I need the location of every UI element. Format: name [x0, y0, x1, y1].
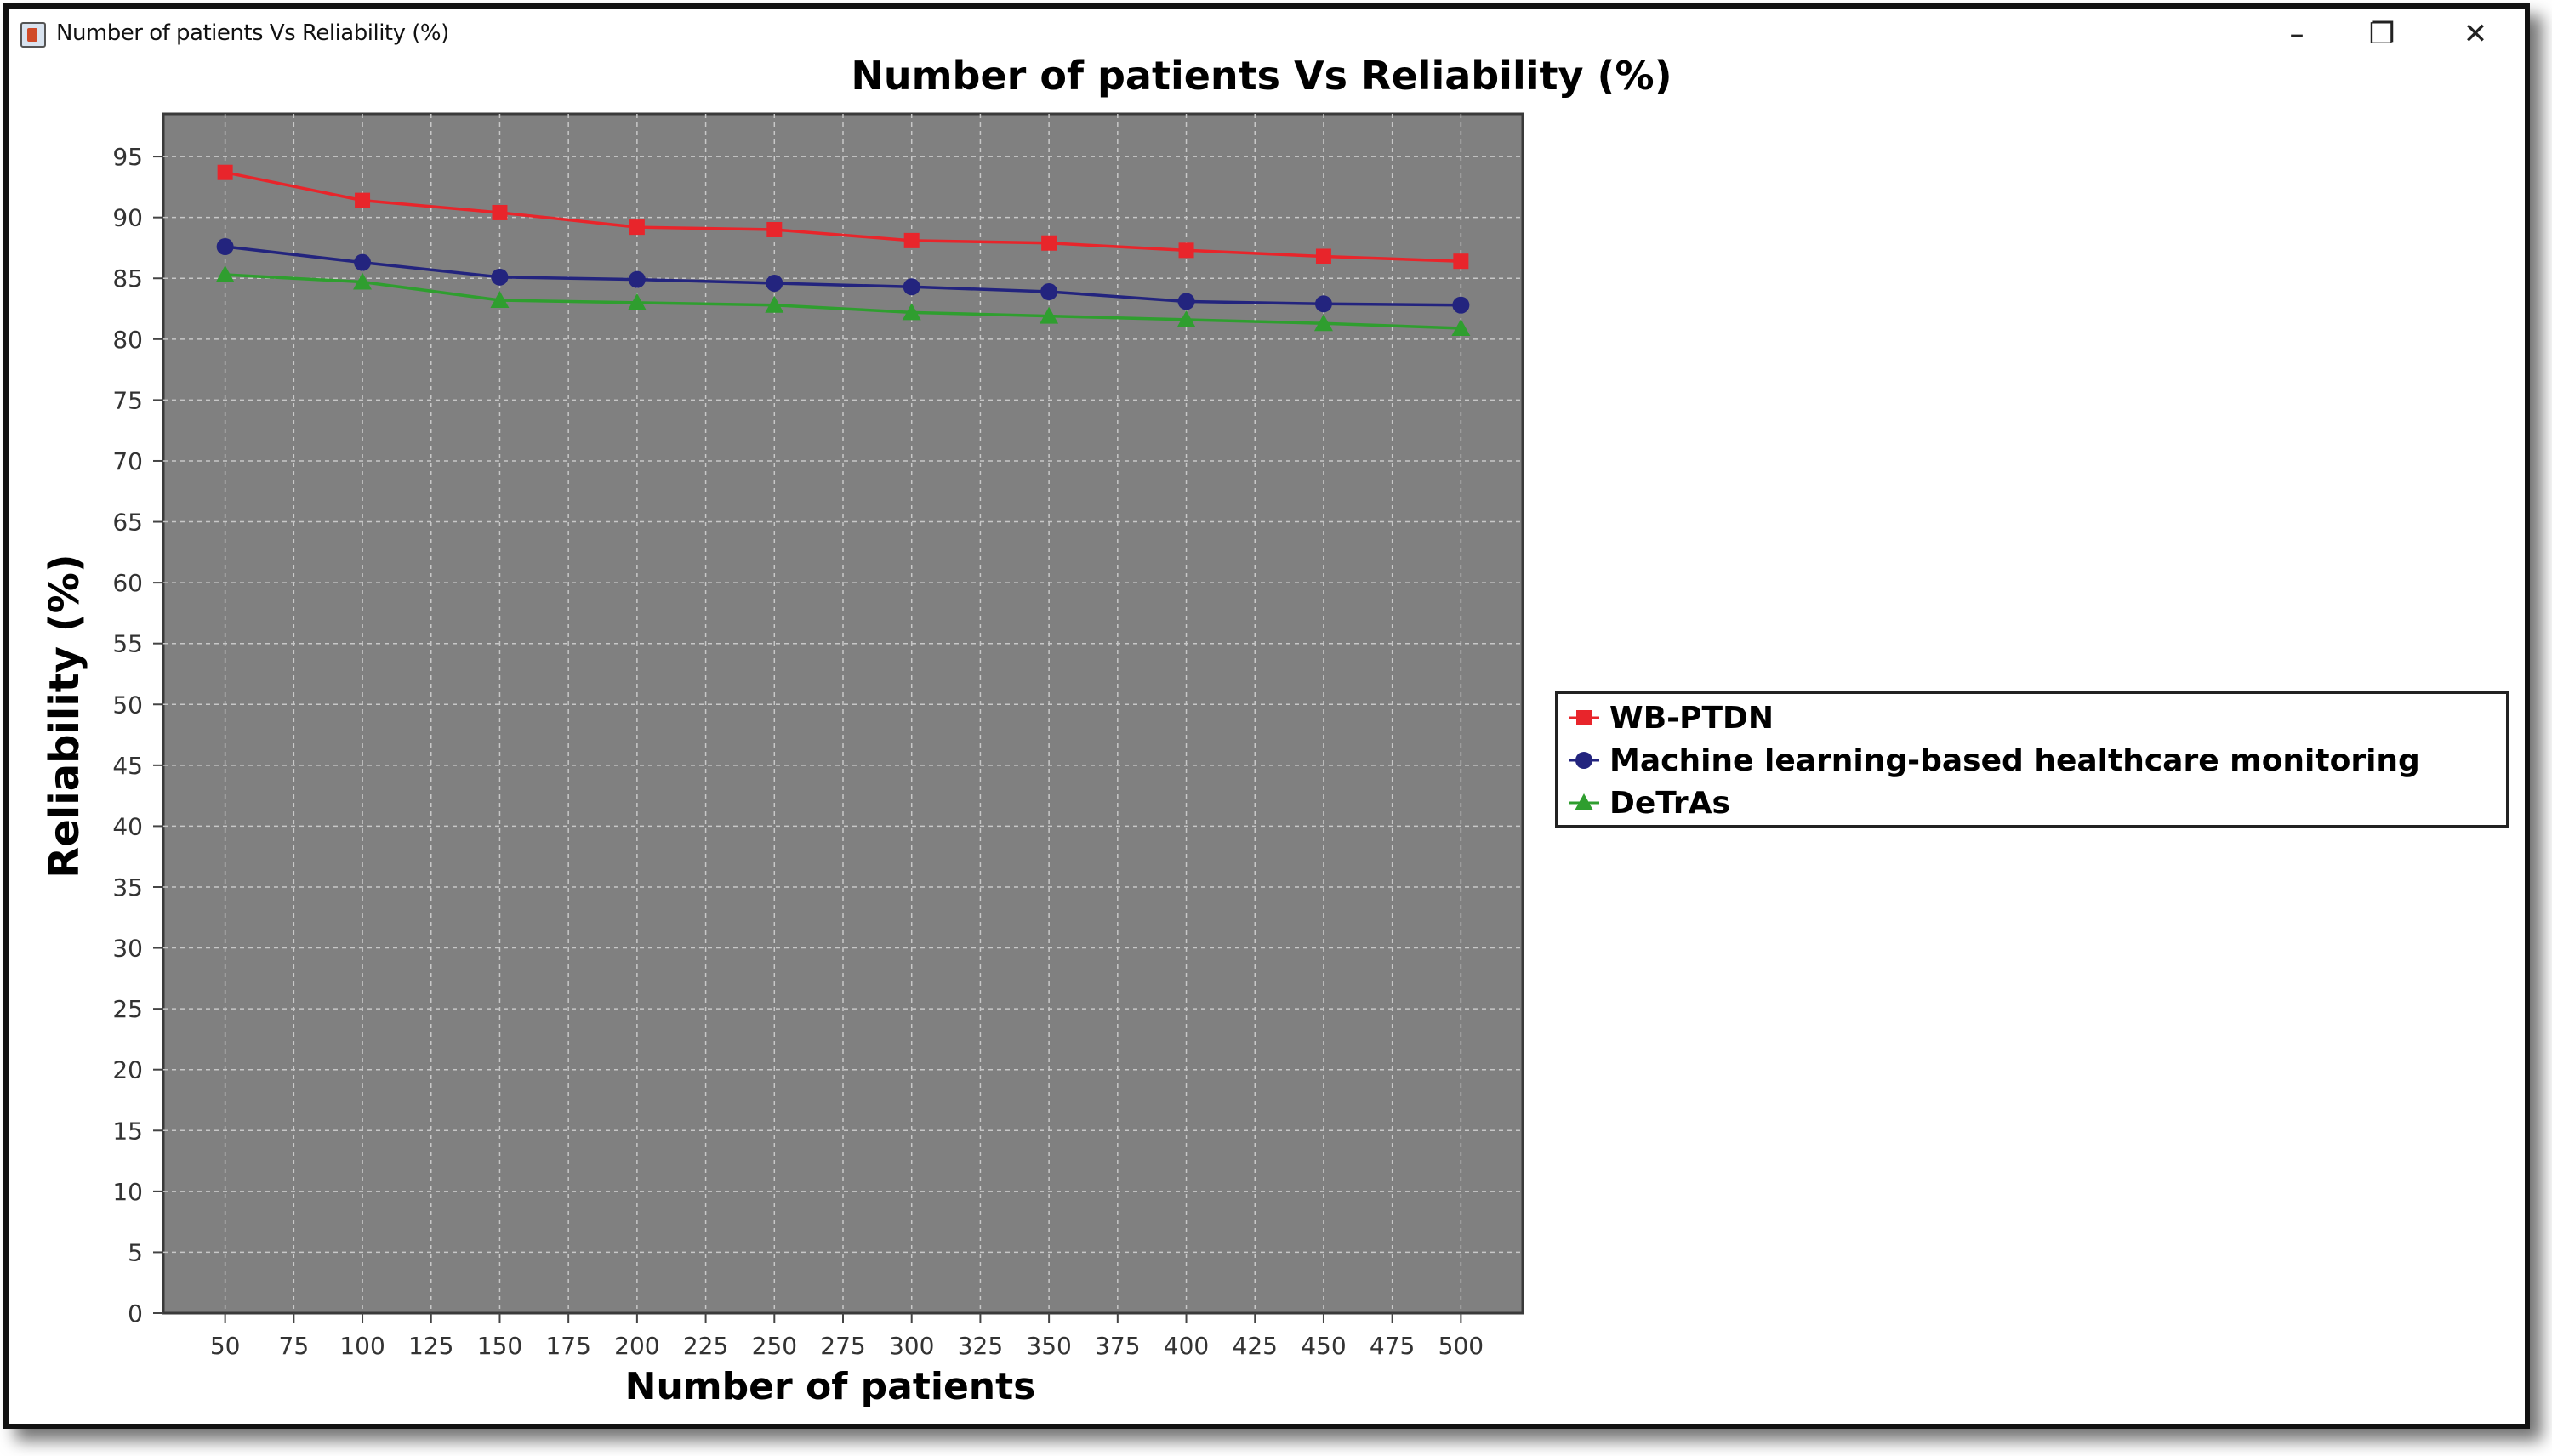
- y-tick-label: 30: [112, 935, 143, 963]
- y-tick-label: 80: [112, 326, 143, 354]
- title-bar: Number of patients Vs Reliability (%) – …: [9, 9, 2525, 61]
- x-tick-label: 275: [820, 1332, 865, 1360]
- data-point: [491, 268, 509, 286]
- x-tick-label: 300: [889, 1332, 934, 1360]
- y-tick-label: 0: [128, 1300, 143, 1328]
- x-tick-label: 350: [1026, 1332, 1071, 1360]
- series-line-0: [225, 170, 1461, 263]
- y-tick-label: 70: [112, 447, 143, 475]
- y-tick-label: 35: [112, 873, 143, 901]
- y-tick-label: 55: [112, 630, 143, 658]
- x-tick-label: 325: [958, 1332, 1003, 1360]
- data-point: [1178, 242, 1194, 259]
- y-tick-label: 65: [112, 509, 143, 537]
- data-point: [217, 164, 233, 180]
- legend-marker: [1576, 710, 1592, 725]
- y-tick-label: 5: [128, 1238, 143, 1266]
- data-point: [902, 303, 921, 321]
- x-tick-label: 450: [1301, 1332, 1346, 1360]
- data-point: [1176, 310, 1196, 327]
- data-point: [1314, 295, 1332, 313]
- legend-marker: [1575, 793, 1593, 810]
- data-point: [354, 253, 372, 271]
- data-point: [1313, 314, 1333, 332]
- x-tick-label: 125: [408, 1332, 453, 1360]
- data-point: [1177, 293, 1195, 310]
- x-tick-label: 250: [752, 1332, 797, 1360]
- data-point: [1040, 306, 1059, 324]
- y-tick-label: 15: [112, 1117, 143, 1145]
- y-tick-label: 45: [112, 752, 143, 780]
- chart-title: Number of patients Vs Reliability (%): [851, 53, 1672, 99]
- x-tick-label: 150: [477, 1332, 522, 1360]
- close-button[interactable]: ✕: [2463, 17, 2488, 51]
- legend-box: [1555, 691, 2509, 828]
- x-axis-label: Number of patients: [625, 1365, 1036, 1408]
- data-point: [355, 192, 371, 208]
- y-tick-label: 10: [112, 1178, 143, 1206]
- data-point: [492, 204, 508, 220]
- data-point: [215, 264, 235, 282]
- x-tick-label: 75: [279, 1332, 310, 1360]
- x-tick-label: 425: [1233, 1332, 1278, 1360]
- y-tick-label: 90: [112, 204, 143, 232]
- x-tick-label: 475: [1370, 1332, 1415, 1360]
- data-point: [1453, 253, 1469, 270]
- data-point: [903, 278, 920, 296]
- y-tick-label: 50: [112, 691, 143, 719]
- data-point: [1315, 248, 1331, 264]
- java-app-icon: [20, 22, 46, 48]
- y-tick-label: 75: [112, 386, 143, 414]
- data-point: [1452, 296, 1470, 314]
- x-tick-label: 100: [339, 1332, 385, 1360]
- legend-label: Machine learning-based healthcare monito…: [1609, 743, 2420, 778]
- series-line-1: [225, 245, 1461, 307]
- y-tick-label: 60: [112, 569, 143, 597]
- data-point: [765, 295, 784, 313]
- data-point: [1041, 235, 1057, 251]
- data-point: [1040, 282, 1058, 300]
- data-point: [627, 293, 647, 310]
- x-tick-label: 200: [614, 1332, 659, 1360]
- data-point: [1451, 318, 1471, 336]
- maximize-button[interactable]: ❐: [2368, 17, 2395, 51]
- y-tick-label: 25: [112, 995, 143, 1023]
- window-title: Number of patients Vs Reliability (%): [56, 20, 449, 46]
- plot-area: [162, 112, 1524, 1315]
- y-tick-label: 40: [112, 812, 143, 840]
- legend-label: DeTrAs: [1609, 786, 1730, 821]
- x-tick-label: 500: [1438, 1332, 1484, 1360]
- data-point: [490, 291, 510, 309]
- x-tick-label: 375: [1095, 1332, 1140, 1360]
- data-point: [766, 274, 783, 292]
- x-tick-label: 400: [1164, 1332, 1209, 1360]
- x-tick-label: 50: [210, 1332, 241, 1360]
- x-tick-label: 225: [683, 1332, 728, 1360]
- data-point: [628, 270, 646, 288]
- data-point: [353, 272, 373, 290]
- minimize-button[interactable]: –: [2289, 17, 2304, 51]
- y-tick-label: 95: [112, 143, 143, 171]
- legend-label: WB-PTDN: [1609, 701, 1774, 736]
- data-point: [216, 238, 234, 256]
- series-line-2: [225, 273, 1461, 330]
- data-point: [629, 219, 645, 236]
- data-point: [903, 232, 920, 248]
- x-tick-label: 175: [545, 1332, 590, 1360]
- y-tick-label: 85: [112, 264, 143, 293]
- data-point: [766, 221, 783, 237]
- y-tick-label: 20: [112, 1056, 143, 1084]
- y-axis-label: Reliability (%): [41, 554, 88, 878]
- legend-marker: [1575, 752, 1592, 769]
